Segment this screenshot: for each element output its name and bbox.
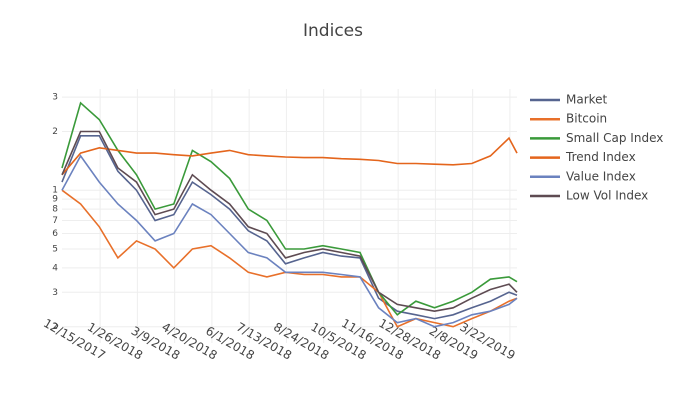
legend-label: Bitcoin (566, 112, 607, 126)
y-tick-label: 2 (52, 127, 58, 137)
legend-label: Small Cap Index (566, 131, 663, 145)
y-tick-label: 3 (52, 93, 58, 103)
legend-label: Market (566, 93, 608, 107)
y-tick-label: 6 (52, 229, 58, 239)
series-line (61, 136, 518, 176)
series-line (61, 154, 518, 328)
series-line (61, 101, 518, 316)
legend-label: Value Index (566, 169, 636, 183)
y-tick-label: 5 (52, 244, 58, 254)
series-line (61, 130, 518, 313)
series-line (61, 189, 518, 328)
y-tick-label: 1 (52, 186, 58, 196)
y-tick-label: 9 (52, 195, 58, 205)
legend-label: Trend Index (565, 150, 636, 164)
y-tick-label: 2 (52, 322, 58, 332)
y-tick-label: 4 (52, 263, 58, 273)
chart-title: Indices (303, 21, 363, 41)
legend-label: Low Vol Index (566, 189, 648, 203)
y-tick-label: 8 (52, 205, 58, 215)
y-tick-label: 7 (52, 216, 58, 226)
series-line (61, 135, 518, 320)
y-tick-label: 3 (52, 288, 58, 298)
